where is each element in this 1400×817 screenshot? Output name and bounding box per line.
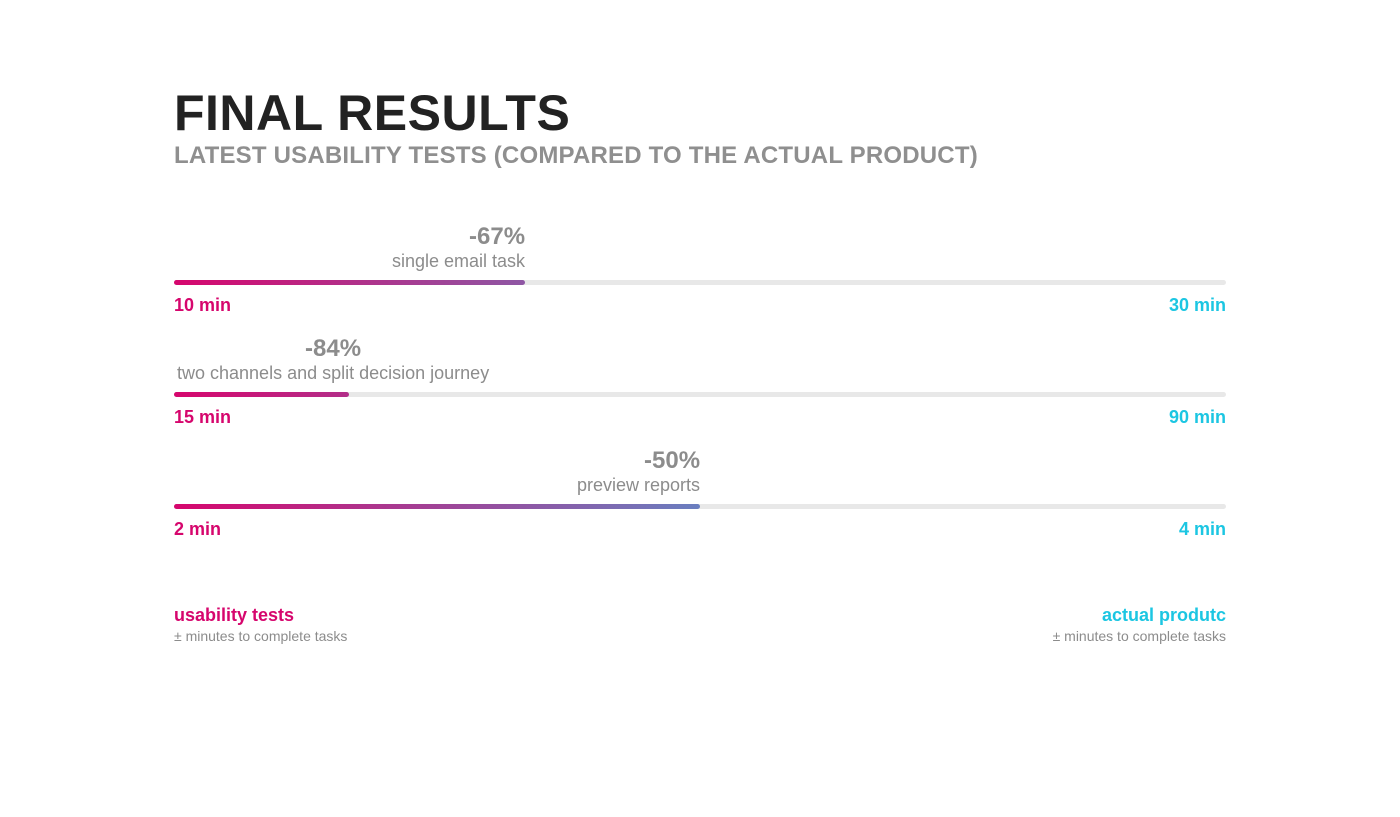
usability-minutes-label: 2 min [174, 519, 222, 539]
usability-bar [174, 392, 349, 397]
comparison-track [174, 392, 1226, 397]
legend-usability-title: usability tests [174, 605, 295, 625]
usability-minutes-label: 10 min [174, 295, 232, 315]
legend-usability-note: ± minutes to complete tasks [174, 628, 348, 644]
legend-usability: usability tests ± minutes to complete ta… [174, 604, 347, 646]
actual-minutes-label: 4 min [1178, 519, 1226, 539]
comparison-track [174, 280, 1226, 285]
task-row: -67% single email task 10 min 30 min [174, 223, 1226, 315]
task-row: -84% two channels and split decision jour… [174, 335, 1226, 427]
legend-actual-title: actual produtc [1101, 605, 1226, 625]
actual-minutes-label: 90 min [1168, 407, 1226, 427]
task-name: preview reports [577, 475, 701, 495]
task-change-label: -50% [644, 447, 701, 474]
actual-minutes-label: 30 min [1168, 295, 1226, 315]
comparison-track [174, 504, 1226, 509]
page-subtitle: LATEST USABILITY TESTS (COMPARED TO THE … [174, 142, 978, 169]
usability-minutes-label: 15 min [174, 407, 232, 427]
task-name: two channels and split decision journey [177, 363, 490, 383]
task-change-label: -67% [469, 223, 526, 250]
legend-actual-note: ± minutes to complete tasks [1052, 628, 1226, 644]
task-change-label: -84% [305, 335, 362, 362]
page-title: FINAL RESULTS [174, 85, 571, 141]
usability-bar [174, 280, 525, 285]
legend-actual: actual produtc ± minutes to complete tas… [1053, 604, 1226, 646]
task-row: -50% preview reports 2 min 4 min [174, 447, 1226, 539]
task-name: single email task [392, 251, 526, 271]
usability-bar [174, 504, 700, 509]
